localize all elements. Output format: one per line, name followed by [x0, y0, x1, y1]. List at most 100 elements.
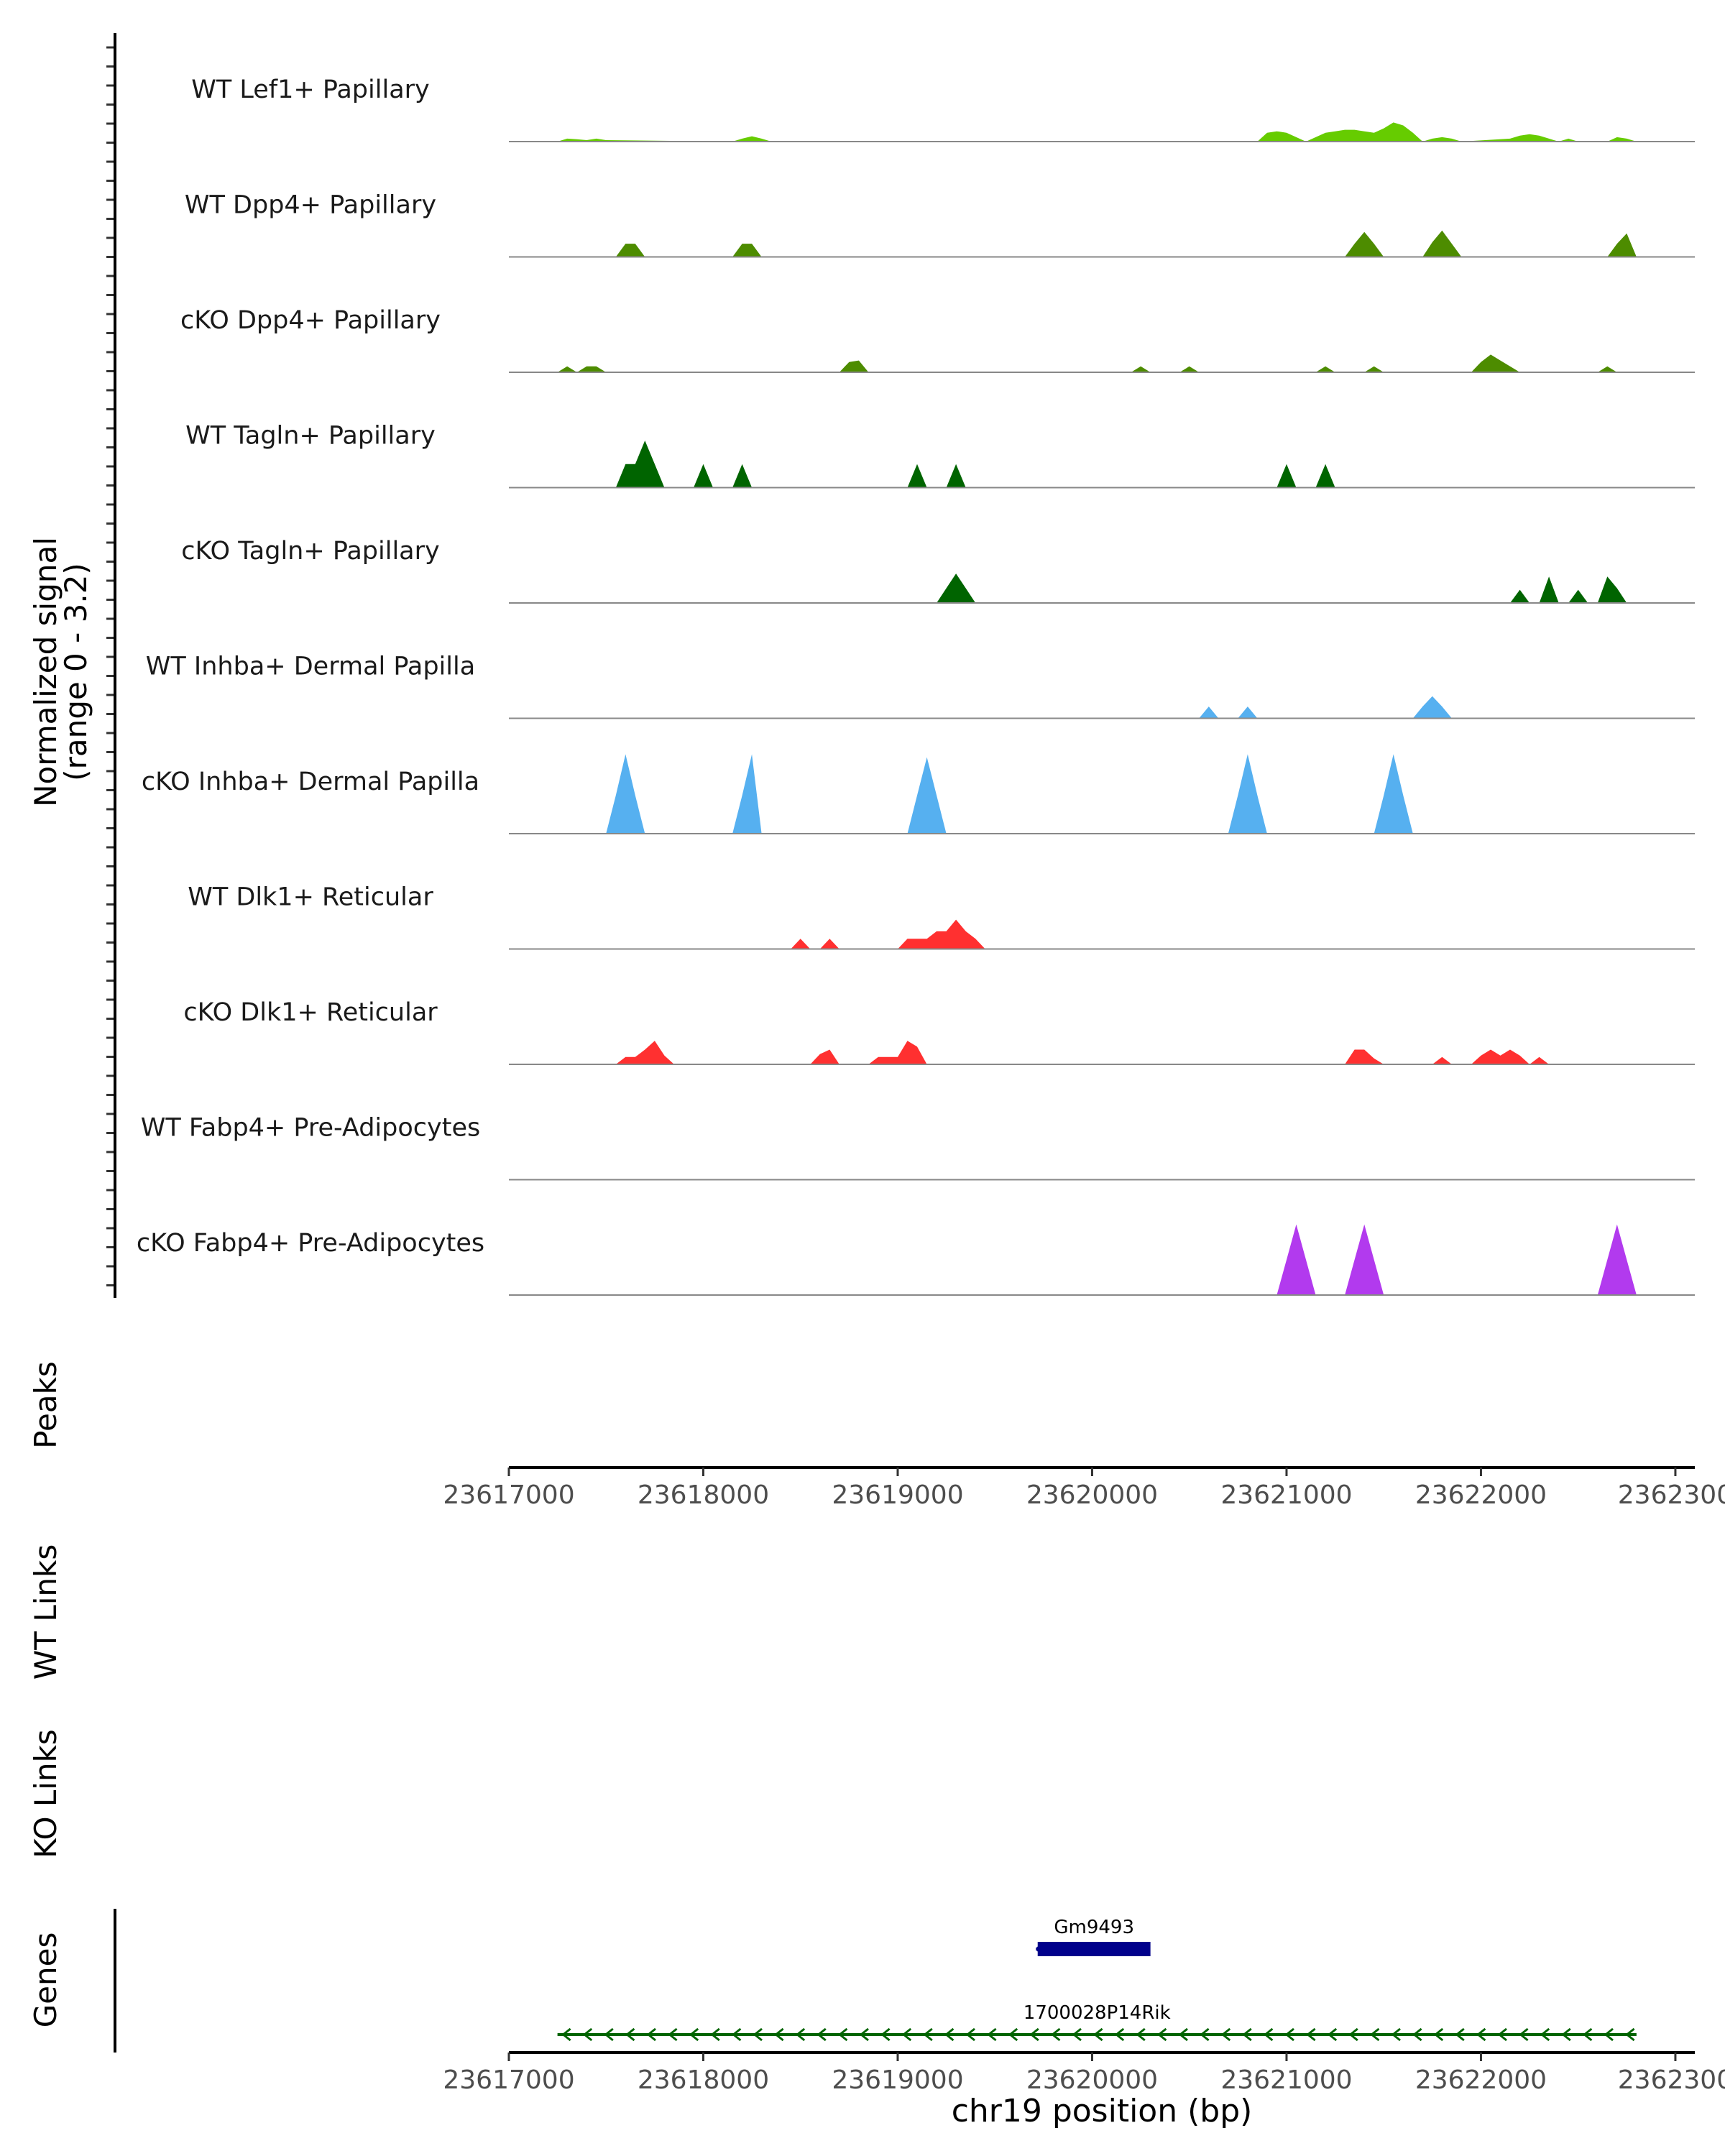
strand-arrow [1222, 2027, 1231, 2042]
strand-arrow [1626, 2027, 1635, 2042]
strand-arrow [648, 2027, 656, 2042]
track: WT Inhba+ Dermal Papilla [146, 653, 1695, 719]
links-panel: WT Links KO Links [28, 1544, 63, 1858]
genes-x-axis-ticks: 23617000 23618000 23619000 23620000 23621000… [443, 2053, 1725, 2095]
track-label: WT Dpp4+ Papillary [185, 191, 436, 220]
x-axis-tick-label: 23622000 [1415, 1480, 1547, 1510]
genes-label: Genes [28, 1932, 63, 2028]
x-axis-tick-label: 23617000 [443, 2065, 574, 2095]
track: WT Tagln+ Papillary [185, 422, 1695, 489]
track: WT Fabp4+ Pre-Adipocytes [141, 1114, 1695, 1181]
strand-arrow [924, 2027, 933, 2042]
track-signal-area [1276, 1224, 1637, 1295]
strand-arrow [903, 2027, 912, 2042]
x-axis-tick-label: 23617000 [443, 1480, 574, 1510]
track-signal-area [615, 1041, 1550, 1064]
track-signal-area [606, 754, 1413, 834]
strand-arrow [626, 2027, 635, 2042]
strand-arrow [1371, 2027, 1380, 2042]
strand-arrow [1158, 2027, 1167, 2042]
gene-label: 1700028P14Rik [1024, 2002, 1171, 2024]
track: cKO Dpp4+ Papillary [180, 306, 1695, 373]
strand-arrow [1286, 2027, 1294, 2042]
x-axis-tick-label: 23621000 [1220, 1480, 1352, 1510]
track-label: WT Tagln+ Papillary [185, 422, 436, 451]
x-axis-tick-label: 23618000 [638, 2065, 769, 2095]
strand-arrow [1179, 2027, 1188, 2042]
track: cKO Inhba+ Dermal Papilla [142, 754, 1695, 834]
track-label: cKO Tagln+ Papillary [181, 537, 440, 566]
track-label: WT Inhba+ Dermal Papilla [146, 653, 475, 681]
track-label: cKO Dpp4+ Papillary [180, 306, 441, 335]
signal-tracks: WT Lef1+ Papillary WT Dpp4+ Papillary cKO … [137, 75, 1695, 1296]
wt-links-label: WT Links [28, 1544, 63, 1680]
strand-arrow [1455, 2027, 1465, 2042]
strand-arrow [668, 2027, 678, 2042]
strand-arrow [604, 2027, 614, 2042]
strand-arrow [584, 2027, 593, 2042]
track-label: WT Lef1+ Papillary [191, 75, 430, 104]
strand-arrow [1073, 2027, 1082, 2042]
strand-arrow [1030, 2027, 1039, 2042]
strand-arrow [1349, 2027, 1358, 2042]
x-axis-tick-label: 23620000 [1026, 2065, 1158, 2095]
strand-arrow [967, 2027, 975, 2042]
track-label: cKO Fabp4+ Pre-Adipocytes [137, 1229, 484, 1258]
track-signal-area [557, 354, 1617, 372]
strand-arrow [796, 2027, 806, 2042]
strand-arrow [1392, 2027, 1401, 2042]
strand-arrow [1519, 2027, 1529, 2042]
strand-arrow [1562, 2027, 1571, 2042]
strand-arrow [1052, 2027, 1061, 2042]
strand-arrow [1035, 1942, 1044, 1956]
x-axis-tick-label: 23621000 [1220, 2065, 1352, 2095]
strand-arrow [817, 2027, 827, 2042]
strand-arrow [1264, 2027, 1274, 2042]
track: cKO Fabp4+ Pre-Adipocytes [137, 1224, 1695, 1296]
x-axis-tick-label: 23618000 [638, 1480, 769, 1510]
strand-arrow [1605, 2027, 1614, 2042]
strand-arrow [881, 2027, 891, 2042]
strand-arrow [1307, 2027, 1316, 2042]
peaks-label: Peaks [28, 1361, 63, 1449]
strand-arrow [754, 2027, 763, 2042]
strand-arrow [1328, 2027, 1338, 2042]
track: WT Dlk1+ Reticular [188, 883, 1695, 950]
strand-arrow [711, 2027, 720, 2042]
strand-arrow [945, 2027, 954, 2042]
strand-arrow [562, 2027, 571, 2042]
strand-arrow [1116, 2027, 1125, 2042]
x-axis-tick-label: 2362300 [1618, 1480, 1725, 1510]
peaks-panel: Peaks 23617000 23618000 23619000 23620000 23… [28, 1361, 1725, 1510]
strand-arrow [775, 2027, 784, 2042]
track: WT Lef1+ Papillary [191, 75, 1695, 142]
strand-arrow [1200, 2027, 1210, 2042]
strand-arrow [839, 2027, 848, 2042]
strand-arrow [1243, 2027, 1252, 2042]
strand-arrow [1541, 2027, 1550, 2042]
y-axis-title: Normalized signal [28, 537, 63, 807]
gene-model: Gm9493 [1035, 1917, 1151, 1956]
strand-arrow [860, 2027, 869, 2042]
strand-arrow [1435, 2027, 1444, 2042]
track-label: cKO Inhba+ Dermal Papilla [142, 768, 479, 796]
peaks-x-axis-ticks: 23617000 23618000 23619000 23620000 23621000… [443, 1468, 1725, 1510]
track-signal-area [615, 230, 1637, 257]
strand-arrow [1094, 2027, 1103, 2042]
track-signal-area [1199, 696, 1452, 719]
gene-exon [1037, 1942, 1151, 1956]
strand-arrow [1009, 2027, 1018, 2042]
coverage-panel: Normalized signal (range 0 - 3.2) WT Lef… [28, 33, 1695, 1298]
y-axis-title-range: (range 0 - 3.2) [58, 563, 93, 781]
track: cKO Tagln+ Papillary [181, 537, 1695, 604]
strand-arrow [1477, 2027, 1486, 2042]
strand-arrow [1499, 2027, 1507, 2042]
gene-model: 1700028P14Rik [557, 2002, 1637, 2042]
x-axis-tick-label: 23619000 [832, 1480, 963, 1510]
genes-panel: Genes Gm9493 1700028P14Rik 23617000 236180… [28, 1909, 1725, 2129]
x-axis-tick-label: 23622000 [1415, 2065, 1547, 2095]
gene-label: Gm9493 [1054, 1917, 1134, 1938]
strand-arrow [690, 2027, 699, 2042]
track: WT Dpp4+ Papillary [185, 191, 1695, 258]
